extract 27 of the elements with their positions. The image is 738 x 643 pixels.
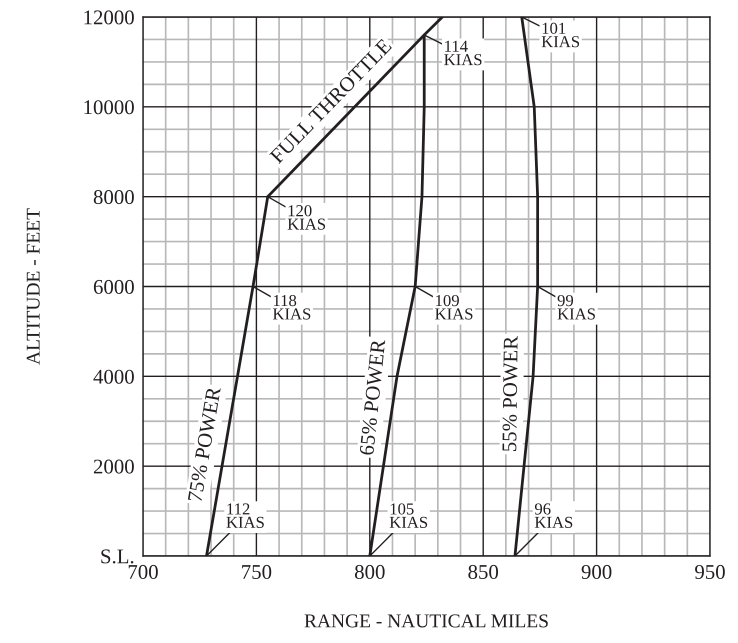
annotation: 109 KIAS [435,294,472,320]
y-tick-label: 2000 [94,460,134,474]
text: 65% POWER [359,338,386,456]
text: 55% POWER [502,336,518,452]
y-tick-label: S.L. [101,549,134,564]
y-tick-label: 12000 [84,10,134,24]
annotation: 99 KIAS [558,295,595,320]
y-tick-label: 6000 [94,280,134,294]
x-tick-label: 750 [242,564,272,579]
x-tick-label: 700 [128,564,158,579]
annotation: 114 KIAS [444,40,482,66]
annotation: 120 KIAS [288,205,326,230]
y-tick-label: 8000 [94,190,134,204]
x-tick-label: 850 [468,564,498,579]
annotation: 118 KIAS [272,294,310,320]
text: 75% POWER [188,386,221,502]
x-tick-label: 950 [695,564,725,579]
y-tick-label: 4000 [93,370,134,384]
y-tick-label: 10000 [84,100,134,114]
annotation: 101 KIAS [542,22,580,48]
annotation: 105 KIAS [390,503,428,528]
y-axis-title: ALTITUDE - FEET [26,208,40,365]
x-tick-label: 800 [354,564,385,579]
x-axis-title: RANGE - NAUTICAL MILES [304,614,548,628]
x-tick-label: 900 [582,564,612,579]
annotation: 96 KIAS [534,503,572,528]
annotation: 112 KIAS [226,503,264,528]
